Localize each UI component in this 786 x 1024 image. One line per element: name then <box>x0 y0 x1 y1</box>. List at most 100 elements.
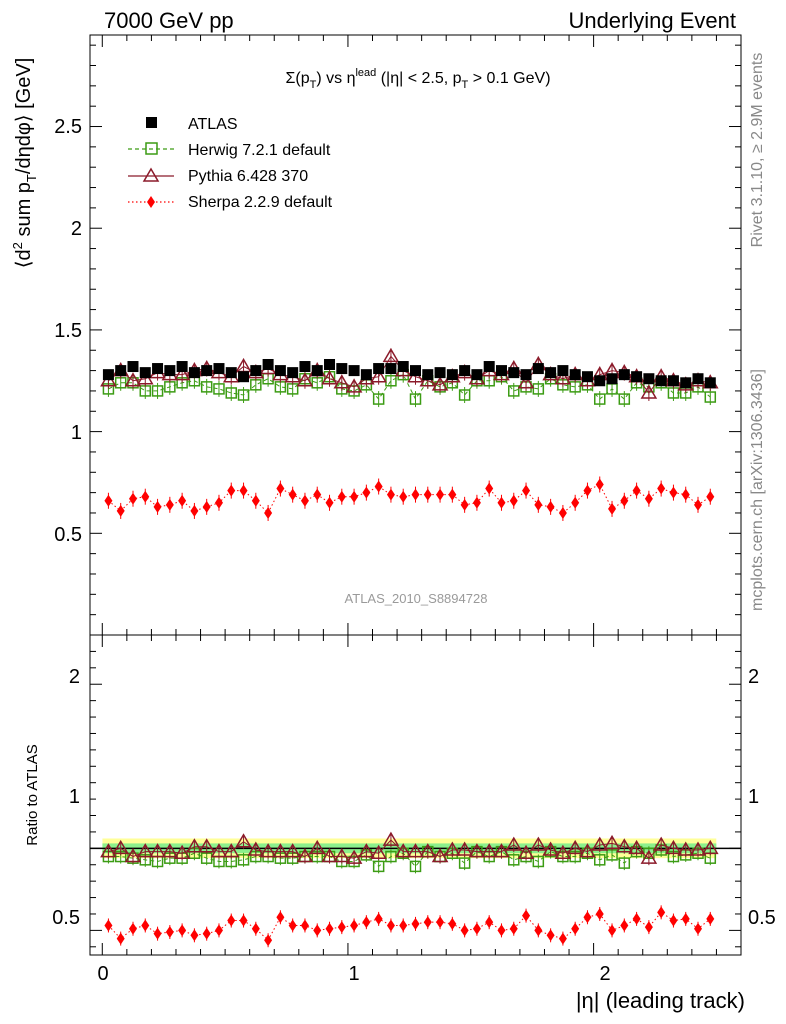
data-point <box>149 843 166 858</box>
data-point <box>557 365 569 377</box>
data-point <box>141 919 150 932</box>
data-point <box>616 838 633 853</box>
collision-label: 7000 GeV pp <box>104 8 234 33</box>
data-point <box>350 490 359 503</box>
data-point <box>325 922 334 935</box>
ylabel-a: ⟨d <box>13 249 35 268</box>
main-panel: Σ(pT) vs ηlead (|η| < 2.5, pT > 0.1 GeV)… <box>10 34 742 636</box>
data-point <box>337 921 346 934</box>
y-tick-label: 1 <box>71 422 82 444</box>
data-point <box>300 919 309 932</box>
title-sub-t: T <box>310 79 317 91</box>
ylabel-b: sum p <box>13 182 35 242</box>
data-point <box>620 919 629 932</box>
data-point <box>202 500 211 513</box>
legend: ATLAS Herwig 7.2.1 default Pythia 6.428 … <box>128 116 333 211</box>
data-point <box>472 922 481 935</box>
data-point <box>139 367 151 379</box>
data-point <box>458 857 471 869</box>
mcplots-label: mcplots.cern.ch [arXiv:1306.3436] <box>749 369 766 611</box>
data-point <box>284 843 301 858</box>
ratio-y-tick-labels-left: 0.5 1 2 <box>52 666 80 929</box>
series-3 <box>104 476 715 521</box>
y-tick-label: 0.5 <box>54 524 82 546</box>
data-point <box>655 375 667 387</box>
data-point <box>247 841 265 856</box>
data-point <box>360 369 372 381</box>
data-point <box>308 839 326 855</box>
data-point <box>423 488 432 501</box>
data-point <box>116 504 125 517</box>
data-point <box>431 376 449 391</box>
data-point <box>608 502 617 515</box>
data-point <box>554 370 572 385</box>
data-point <box>485 482 494 495</box>
ratio-y-tick-label: 2 <box>748 666 759 688</box>
data-point <box>534 924 543 937</box>
data-point <box>313 488 322 501</box>
data-point <box>345 849 363 864</box>
data-point <box>333 374 351 389</box>
data-point <box>505 836 523 851</box>
data-point <box>151 385 164 397</box>
data-point <box>694 922 703 935</box>
data-point <box>296 848 314 863</box>
data-point <box>517 374 535 389</box>
data-point <box>239 484 248 497</box>
data-point <box>259 843 277 858</box>
data-point <box>153 927 162 940</box>
data-point <box>288 488 297 501</box>
data-point <box>386 919 395 932</box>
data-point <box>497 496 506 509</box>
title-vs: ) vs η <box>316 70 355 87</box>
data-point <box>362 486 371 499</box>
data-point <box>299 361 311 373</box>
data-point <box>227 914 236 927</box>
legend-marker-atlas <box>146 117 157 128</box>
data-point <box>409 393 422 405</box>
x-tick-label: 0 <box>97 963 108 985</box>
data-point <box>483 361 495 373</box>
data-point <box>558 506 567 519</box>
data-point <box>311 365 323 377</box>
data-point <box>288 919 297 932</box>
data-point <box>665 839 682 855</box>
x-tick-label: 2 <box>599 963 610 985</box>
data-point <box>422 369 434 381</box>
analysis-watermark: ATLAS_2010_S8894728 <box>345 591 488 606</box>
data-point <box>603 834 621 850</box>
data-point <box>321 848 338 863</box>
data-point <box>508 367 520 379</box>
data-point <box>333 848 351 863</box>
data-point <box>495 365 507 377</box>
data-point <box>251 494 260 507</box>
data-point <box>164 365 176 377</box>
data-point <box>632 912 641 925</box>
data-point <box>214 496 223 509</box>
y-tick-label: 2.5 <box>54 116 82 138</box>
data-point <box>345 378 363 393</box>
legend-label-sherpa: Sherpa 2.2.9 default <box>188 194 333 211</box>
data-point <box>583 484 592 497</box>
data-point <box>251 922 260 935</box>
data-point <box>385 363 397 375</box>
data-point <box>124 372 142 387</box>
data-point <box>534 498 543 511</box>
data-point <box>631 371 643 383</box>
data-point <box>434 367 446 379</box>
ratio-y-tick-label: 2 <box>69 666 80 688</box>
data-point <box>173 844 191 860</box>
ylabel-sub: T <box>24 174 39 182</box>
series-line <box>108 839 711 859</box>
data-point <box>225 387 238 399</box>
data-point <box>394 843 412 858</box>
main-y-tick-labels: 0.5 1 1.5 2 2.5 <box>54 116 82 546</box>
data-point <box>410 365 421 377</box>
data-point <box>411 917 420 930</box>
data-point <box>448 488 457 501</box>
series-line <box>108 483 711 514</box>
data-point <box>669 486 678 499</box>
data-point <box>508 385 520 397</box>
data-point <box>620 494 629 507</box>
data-point <box>581 371 593 383</box>
